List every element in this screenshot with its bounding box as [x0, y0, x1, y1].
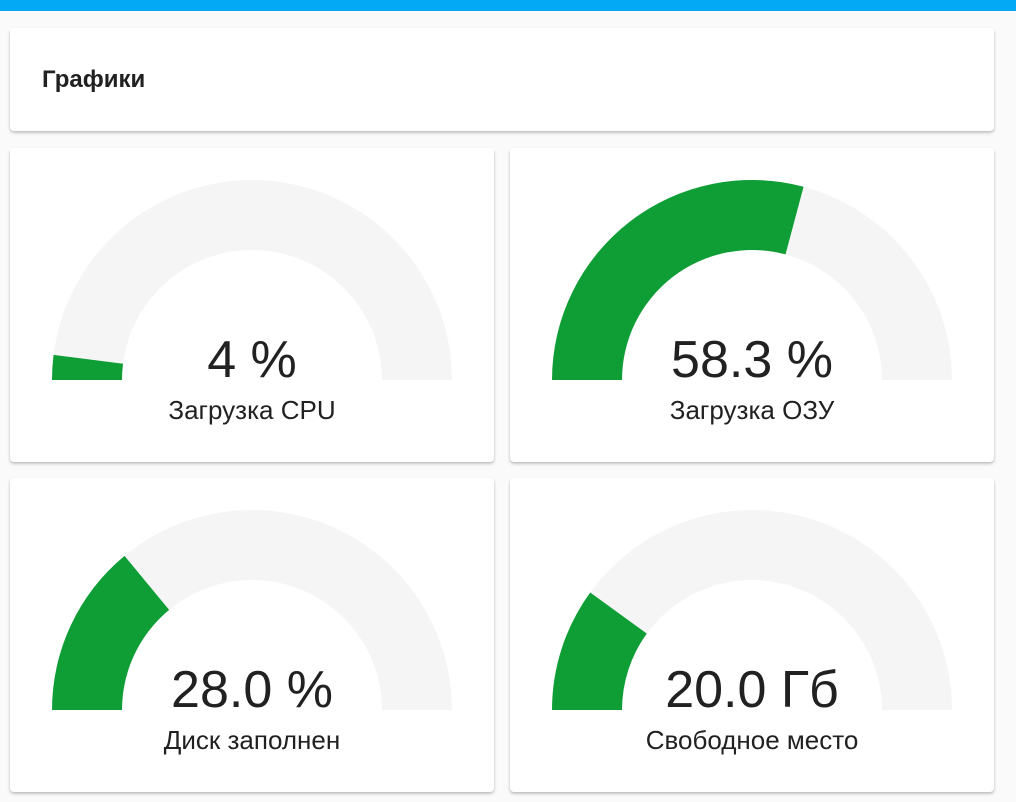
page-title: Графики — [42, 66, 146, 93]
gauge-ram-value: 58.3 % — [671, 331, 833, 389]
gauge-card-ram: 58.3 % Загрузка ОЗУ — [510, 148, 994, 462]
gauge-disk-value: 28.0 % — [171, 661, 333, 719]
gauge-free-track — [552, 510, 952, 710]
gauge-disk-fill — [52, 555, 170, 710]
gauge-disk-chart — [52, 510, 452, 710]
gauge-cpu-track — [52, 180, 452, 380]
gauge-free-fill — [552, 592, 647, 710]
gauge-free-value: 20.0 Гб — [665, 661, 839, 719]
gauge-ram-label: Загрузка ОЗУ — [669, 395, 835, 425]
gauge-card-cpu: 4 % Загрузка CPU — [10, 148, 494, 462]
gauge-cpu-fill — [52, 354, 124, 380]
gauge-card-free: 20.0 Гб Свободное место — [510, 478, 994, 792]
gauge-free-label: Свободное место — [645, 725, 859, 755]
gauge-ram-chart — [552, 179, 952, 380]
gauge-card-disk: 28.0 % Диск заполнен — [10, 478, 494, 792]
gauge-cpu-value: 4 % — [207, 331, 297, 389]
gauge-free-chart — [552, 510, 952, 710]
gauge-cpu-chart — [52, 180, 452, 380]
gauge-cpu-label: Загрузка CPU — [168, 395, 336, 425]
gauge-ram-fill — [552, 179, 804, 380]
top-app-bar — [0, 0, 1016, 11]
gauge-disk-track — [52, 510, 452, 710]
header-card: Графики — [10, 28, 994, 131]
gauge-disk-label: Диск заполнен — [163, 725, 341, 755]
